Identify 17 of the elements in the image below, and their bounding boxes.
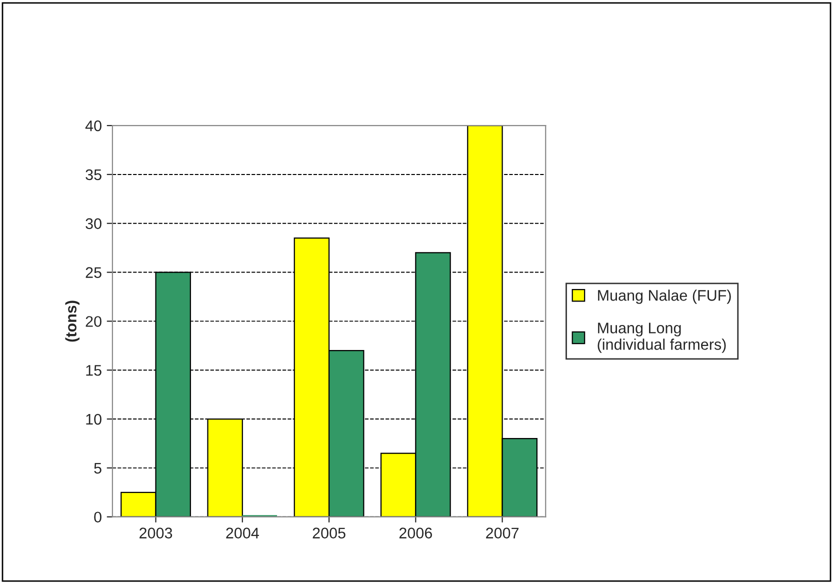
- y-axis-title: (tons): [65, 300, 80, 342]
- legend-label: Muang Long (individual farmers): [598, 322, 726, 353]
- y-tick-label: 20: [86, 316, 102, 327]
- x-tick-label: 2004: [226, 528, 259, 538]
- y-tick-label: 30: [86, 218, 102, 230]
- y-tick-label: 35: [86, 169, 102, 180]
- x-tick-label: 2005: [312, 528, 346, 538]
- y-tick-label: 5: [94, 462, 102, 474]
- legend-label: Muang Nalae (FUF): [598, 290, 731, 304]
- x-tick-label: 2003: [140, 528, 172, 538]
- y-tick-label: 10: [86, 414, 102, 425]
- x-tick-label: 2006: [399, 528, 432, 538]
- y-tick-label: 25: [86, 267, 102, 278]
- y-tick-label: 15: [86, 365, 102, 376]
- x-tick-label: 2007: [486, 528, 519, 538]
- y-tick-label: 40: [85, 120, 102, 132]
- y-tick-label: 0: [94, 512, 102, 523]
